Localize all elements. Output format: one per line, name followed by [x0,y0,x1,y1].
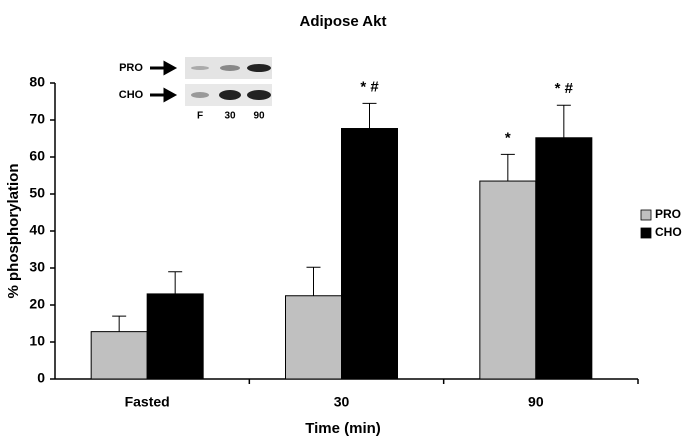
y-tick-label: 70 [29,111,45,127]
bar [285,295,342,380]
annotation: * # [360,78,379,95]
error-bar [168,271,183,294]
y-tick-label: 20 [29,296,45,312]
error-bar [362,102,377,129]
legend-swatch [640,209,652,221]
blot-band [247,64,271,72]
legend-label: PRO [655,207,681,221]
bar [535,137,593,380]
y-tick-label: 80 [29,74,45,90]
annotation: * # [555,80,574,97]
inset-lane-label: 30 [224,111,236,122]
x-axis-label: Time (min) [305,420,381,437]
y-tick-label: 60 [29,148,45,164]
inset-lane-label: F [197,111,203,122]
x-tick-label: Fasted [125,394,170,410]
bar [479,180,537,380]
arrow [150,60,178,76]
inset-blot: PRO CHO F 30 90 [119,57,272,122]
bar [90,331,148,380]
inset-lane-label: 90 [253,111,265,122]
x-tick-label: 90 [528,394,544,410]
legend-label: CHO [655,225,682,239]
annotation: * [505,129,511,146]
y-tick-label: 30 [29,259,45,275]
error-bar [306,266,321,296]
blot-band [191,66,209,70]
y-tick-label: 0 [37,370,45,386]
error-bar [112,315,127,332]
bar [341,128,398,380]
y-tick-label: 10 [29,333,45,349]
error-bar [500,153,515,182]
blot-band [247,90,271,100]
y-axis-label: % phosphorylation [5,164,22,299]
blot-band [219,90,241,100]
blot-band [191,92,209,98]
blot-band [220,65,240,71]
bar [146,293,204,380]
y-tick-label: 40 [29,222,45,238]
chart-title: Adipose Akt [300,13,387,30]
legend-swatch [640,227,652,239]
x-tick-label: 30 [334,394,350,410]
error-bar [556,104,571,138]
arrow [150,87,178,103]
inset-row-label: CHO [119,89,144,101]
inset-row-label: PRO [119,62,143,74]
y-tick-label: 50 [29,185,45,201]
